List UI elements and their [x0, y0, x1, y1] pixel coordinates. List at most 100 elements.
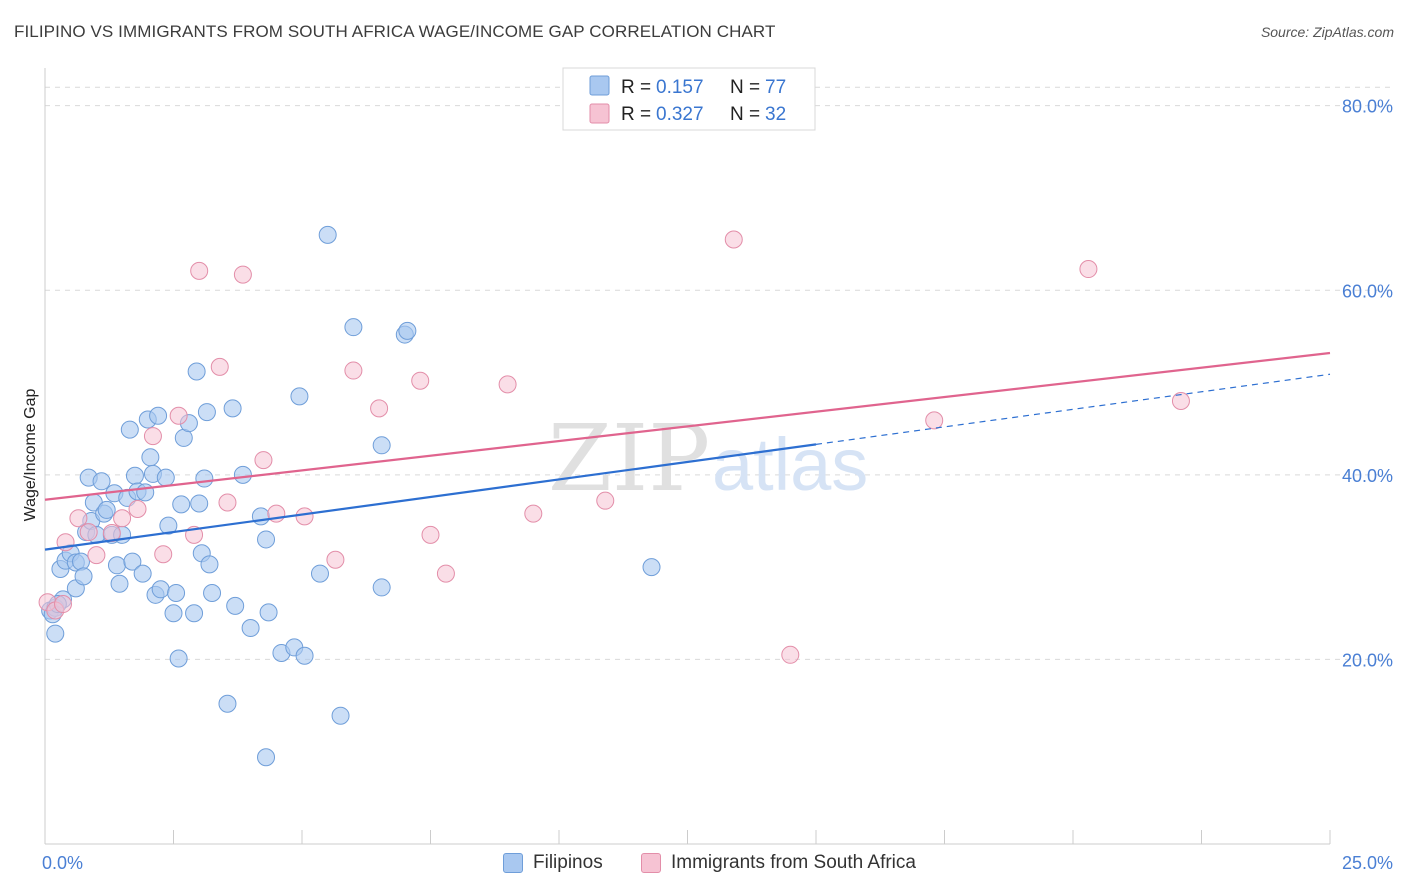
- data-point-filipinos: [110, 574, 129, 593]
- data-point-south-africa: [524, 504, 543, 523]
- data-point-south-africa: [326, 550, 345, 569]
- data-point-south-africa: [143, 427, 162, 446]
- chart-source: Source: ZipAtlas.com: [1260, 24, 1394, 40]
- data-point-filipinos: [372, 578, 391, 597]
- data-point-filipinos: [200, 555, 219, 574]
- data-point-filipinos: [74, 567, 93, 586]
- data-point-south-africa: [128, 499, 147, 518]
- watermark-zip: ZIP: [548, 405, 710, 512]
- data-point-south-africa: [596, 491, 615, 510]
- data-point-filipinos: [226, 596, 245, 615]
- data-point-south-africa: [1171, 392, 1190, 411]
- legend-r-value-2: 0.327: [656, 104, 704, 125]
- data-point-filipinos: [141, 448, 160, 467]
- data-point-filipinos: [233, 465, 252, 484]
- data-point-south-africa: [113, 509, 132, 528]
- data-point-south-africa: [69, 509, 88, 528]
- data-point-south-africa: [1079, 260, 1098, 279]
- data-point-south-africa: [724, 230, 743, 249]
- data-point-filipinos: [241, 619, 260, 638]
- data-point-filipinos: [257, 530, 276, 549]
- data-point-filipinos: [257, 748, 276, 767]
- tick-labels: 20.0% 40.0% 60.0% 80.0% 0.0% 25.0%: [42, 97, 1393, 873]
- data-point-south-africa: [254, 451, 273, 470]
- data-point-filipinos: [290, 387, 309, 406]
- data-point-south-africa: [210, 357, 229, 376]
- data-point-filipinos: [195, 469, 214, 488]
- data-point-filipinos: [107, 556, 126, 575]
- data-point-filipinos: [71, 552, 90, 571]
- legend-r-value-1: 0.157: [656, 77, 704, 98]
- legend-swatch-pink: [641, 853, 661, 873]
- data-point-south-africa: [436, 564, 455, 583]
- legend-box: R = 0.157 N = 77 R = 0.327 N = 32: [562, 67, 816, 131]
- gridlines: [45, 86, 1392, 660]
- data-point-south-africa: [411, 371, 430, 390]
- y-tick-label: 40.0%: [1342, 466, 1393, 486]
- data-point-south-africa: [87, 546, 106, 565]
- watermark-atlas: atlas: [712, 423, 868, 506]
- x-tick-label: 0.0%: [42, 853, 83, 873]
- legend-label-south-africa: Immigrants from South Africa: [671, 852, 916, 873]
- data-point-filipinos: [46, 624, 65, 643]
- data-point-filipinos: [149, 406, 168, 425]
- legend-n-value-1: 77: [765, 77, 786, 98]
- y-axis-title: Wage/Income Gap: [22, 389, 39, 522]
- legend-r-label-1: R =: [621, 77, 651, 98]
- data-point-filipinos: [172, 495, 191, 514]
- y-tick-label: 80.0%: [1342, 97, 1393, 117]
- data-point-filipinos: [223, 399, 242, 418]
- data-point-south-africa: [925, 411, 944, 430]
- data-point-south-africa: [295, 507, 314, 526]
- zipatlas-watermark: ZIP atlas: [548, 405, 868, 512]
- data-point-filipinos: [92, 472, 111, 491]
- data-point-filipinos: [151, 580, 170, 599]
- data-point-filipinos: [372, 436, 391, 455]
- legend-n-label-2: N =: [730, 104, 760, 125]
- trendline-south-africa: [44, 351, 1331, 501]
- legend-swatch-filipinos: [589, 75, 610, 96]
- data-point-filipinos: [120, 420, 139, 439]
- data-point-filipinos: [344, 318, 363, 337]
- data-point-filipinos: [167, 583, 186, 602]
- data-point-filipinos: [398, 321, 417, 340]
- data-point-south-africa: [169, 406, 188, 425]
- legend-n-value-2: 32: [765, 104, 786, 125]
- data-point-south-africa: [190, 261, 209, 280]
- bottom-legend-filipinos: Filipinos: [503, 852, 603, 874]
- trendline-filipinos-extension: [815, 373, 1331, 445]
- data-point-filipinos: [164, 604, 183, 623]
- data-point-filipinos: [318, 225, 337, 244]
- legend-r-label-2: R =: [621, 104, 651, 125]
- chart-title: FILIPINO VS IMMIGRANTS FROM SOUTH AFRICA…: [14, 22, 776, 41]
- data-point-filipinos: [259, 603, 278, 622]
- data-point-filipinos: [125, 466, 144, 485]
- data-point-south-africa: [233, 265, 252, 284]
- data-point-filipinos: [203, 583, 222, 602]
- series-south-africa-points: [38, 230, 1190, 664]
- data-point-filipinos: [190, 494, 209, 513]
- data-point-filipinos: [295, 646, 314, 665]
- y-tick-label: 60.0%: [1342, 281, 1393, 301]
- data-point-south-africa: [154, 545, 173, 564]
- data-point-filipinos: [123, 552, 142, 571]
- data-point-filipinos: [159, 516, 178, 535]
- data-point-filipinos: [169, 649, 188, 668]
- data-point-filipinos: [331, 706, 350, 725]
- data-point-filipinos: [251, 507, 270, 526]
- data-point-south-africa: [79, 523, 98, 542]
- bottom-legend-south-africa: Immigrants from South Africa: [641, 852, 916, 874]
- legend-label-filipinos: Filipinos: [533, 852, 603, 873]
- y-tick-label: 20.0%: [1342, 650, 1393, 670]
- axes: [44, 68, 1331, 845]
- x-tick-label: 25.0%: [1342, 853, 1393, 873]
- data-point-south-africa: [781, 645, 800, 664]
- data-point-filipinos: [197, 403, 216, 422]
- legend-swatch-south-africa: [589, 103, 610, 124]
- data-point-south-africa: [421, 525, 440, 544]
- data-point-south-africa: [218, 493, 237, 512]
- data-point-filipinos: [156, 468, 175, 487]
- data-point-filipinos: [133, 564, 152, 583]
- data-point-south-africa: [498, 375, 517, 394]
